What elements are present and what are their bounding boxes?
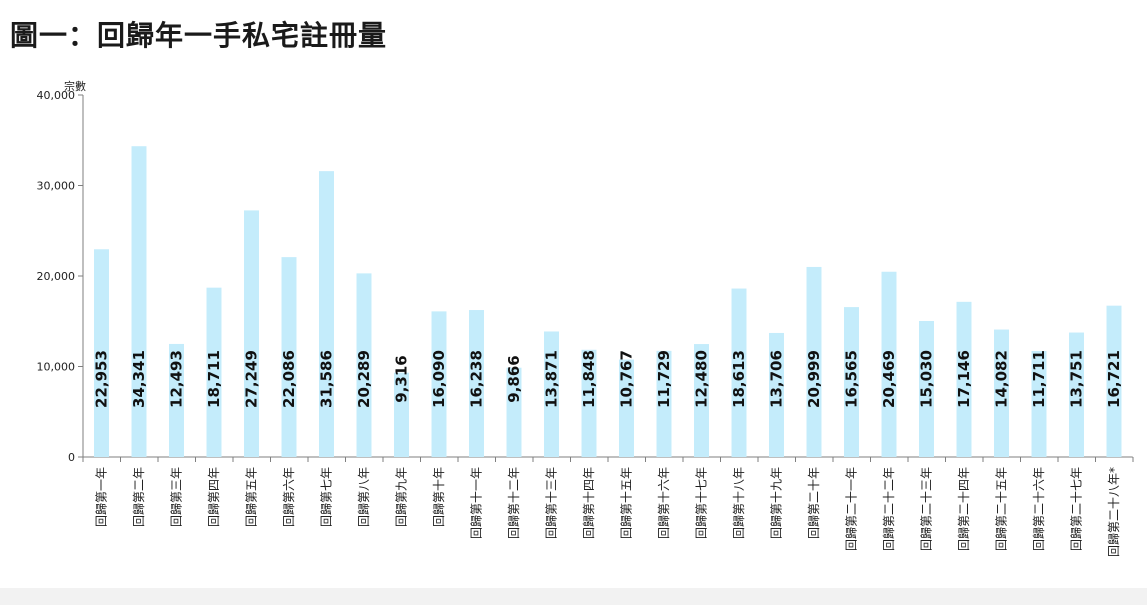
labels: 0 10,000 20,000 30,000 40,000 22,953 回歸第一年 34,3… [37,89,1124,557]
bar [769,332,784,457]
x-tick-label: 回歸第十三年 [545,467,559,539]
data-label: 11,729 [655,350,673,408]
x-tick-label: 回歸第二十七年 [1070,467,1084,551]
bar [1069,332,1084,457]
data-label: 13,706 [768,350,786,408]
x-tick-label: 回歸第五年 [245,467,259,527]
data-label: 16,090 [430,350,448,408]
x-tick-label: 回歸第一年 [95,467,109,527]
x-tick-label: 回歸第十四年 [582,467,596,539]
bar [244,210,259,457]
bar [806,266,822,457]
x-tick-label: 回歸第十六年 [657,467,671,539]
x-tick-label: 回歸第二十三年 [920,467,934,551]
bar [881,271,897,457]
x-tick-label: 回歸第二十年 [807,467,821,539]
axes [78,94,1134,462]
x-tick-label: 回歸第十五年 [620,467,634,539]
bar [431,311,447,457]
y-tick-label: 10,000 [37,361,76,374]
data-label: 16,238 [468,350,486,408]
x-tick-label: 回歸第十八年 [732,467,746,539]
x-tick-label: 回歸第三年 [170,467,184,527]
data-label: 12,480 [693,350,711,408]
bar [919,320,934,457]
bar [619,359,634,457]
x-tick-label: 回歸第四年 [207,467,221,527]
x-tick-label: 回歸第七年 [320,467,334,527]
bar [506,367,522,457]
data-label: 20,289 [355,350,373,408]
x-tick-label: 回歸第二十一年 [845,467,859,551]
data-label: 10,767 [618,350,636,408]
bar [994,329,1009,457]
data-label: 9,316 [393,355,411,402]
bar [356,273,372,457]
y-tick-label: 0 [68,451,75,464]
bar [206,287,222,457]
bar [94,249,109,457]
x-tick-label: 回歸第十二年 [507,467,521,539]
x-tick-label: 回歸第六年 [282,467,296,527]
data-label: 18,711 [205,350,223,408]
footer-band [0,588,1147,605]
data-label: 16,721 [1105,350,1123,408]
data-label: 9,866 [505,355,523,402]
data-label: 15,030 [918,350,936,408]
data-label: 34,341 [130,350,148,408]
bars [94,146,1122,458]
bar [281,257,297,457]
data-label: 11,848 [580,350,598,408]
bar [394,372,409,457]
x-tick-label: 回歸第十一年 [470,467,484,539]
bar [319,171,334,457]
data-label: 13,871 [543,350,561,408]
bar [731,288,747,457]
x-tick-label: 回歸第二十五年 [995,467,1009,551]
data-label: 13,751 [1068,350,1086,408]
x-tick-label: 回歸第八年 [357,467,371,527]
bar [169,343,184,457]
bar [1031,351,1047,457]
x-tick-label: 回歸第二十四年 [957,467,971,551]
data-label: 31,586 [318,350,336,408]
x-tick-label: 回歸第二十八年* [1107,467,1121,557]
data-label: 22,086 [280,350,298,408]
bar [544,331,559,457]
bar [581,349,597,457]
data-label: 20,999 [805,350,823,408]
x-tick-label: 回歸第十九年 [770,467,784,539]
y-tick-label: 20,000 [37,270,76,283]
bar [844,307,859,457]
x-tick-label: 回歸第二十六年 [1032,467,1046,551]
data-label: 12,493 [168,350,186,408]
x-tick-label: 回歸第九年 [395,467,409,527]
data-label: 18,613 [730,350,748,408]
bar [956,301,972,457]
data-label: 17,146 [955,350,973,408]
data-label: 14,082 [993,350,1011,408]
data-label: 16,565 [843,350,861,408]
y-axis-unit-label: 宗數 [64,80,86,93]
bar [694,344,709,457]
bar [131,146,147,458]
data-label: 27,249 [243,350,261,408]
y-tick-label: 40,000 [37,89,76,102]
x-tick-label: 回歸第二年 [132,467,146,527]
y-tick-label: 30,000 [37,180,76,193]
data-label: 11,711 [1030,350,1048,408]
bar [656,350,672,457]
x-tick-label: 回歸第十七年 [695,467,709,539]
data-label: 20,469 [880,350,898,408]
chart-title: 圖一：回歸年一手私宅註冊量 [10,19,388,52]
bar [1106,305,1122,457]
x-tick-label: 回歸第十年 [432,467,446,527]
x-tick-label: 回歸第二十二年 [882,467,896,551]
data-label: 22,953 [93,350,111,408]
bar [469,310,484,457]
